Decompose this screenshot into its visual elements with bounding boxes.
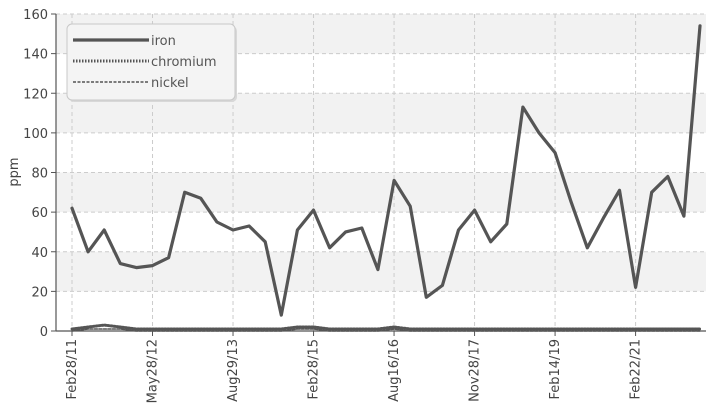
- series-line-chromium: [70, 323, 702, 331]
- y-tick-label: 60: [31, 206, 48, 221]
- x-tick-label: Feb28/15: [307, 339, 322, 399]
- series-line-nickel: [71, 328, 701, 332]
- tick-labels: 0 20 40 60 80 100 120 140 160 Feb28/11 May28/12 Aug…: [23, 8, 643, 403]
- legend: iron chromium nickel: [66, 23, 237, 102]
- series-lines: [70, 24, 702, 332]
- x-tick-label: Feb22/21: [629, 339, 644, 399]
- y-tick-label: 80: [31, 167, 48, 182]
- y-tick-label: 40: [31, 246, 48, 261]
- x-tick-label: Nov28/17: [468, 339, 483, 402]
- y-tick-label: 100: [23, 127, 48, 142]
- y-tick-label: 120: [23, 87, 48, 102]
- legend-label-iron: iron: [151, 34, 176, 49]
- x-tick-label: Feb14/19: [548, 339, 563, 399]
- y-tick-label: 0: [40, 325, 48, 340]
- y-tick-label: 140: [23, 48, 48, 63]
- y-tick-label: 160: [23, 8, 48, 23]
- x-tick-label: Feb28/11: [65, 339, 80, 399]
- series-line-iron: [70, 24, 702, 317]
- x-tick-label: Aug16/16: [387, 339, 402, 402]
- x-tick-label: Aug29/13: [226, 339, 241, 402]
- legend-label-nickel: nickel: [151, 76, 189, 91]
- y-tick-label: 20: [31, 285, 48, 300]
- legend-label-chromium: chromium: [151, 55, 217, 70]
- grid-band: [56, 172, 706, 213]
- x-tick-label: May28/12: [146, 339, 161, 403]
- y-axis-title: ppm: [7, 157, 22, 186]
- legend-box: [66, 23, 236, 101]
